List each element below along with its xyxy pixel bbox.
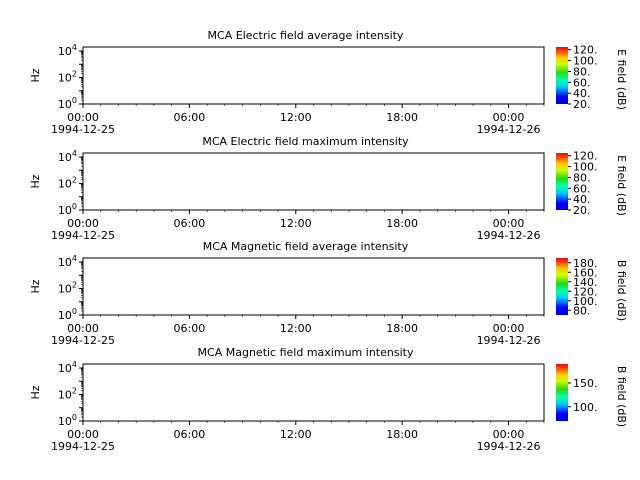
spectrogram-panel: MCA Magnetic field average intensity 100 1… — [29, 240, 628, 347]
panel-title: MCA Electric field average intensity — [208, 29, 404, 42]
x-tick-label: 00:00 — [493, 428, 525, 441]
y-tick-label: 100 — [58, 202, 77, 217]
x-tick-label: 06:00 — [174, 322, 206, 335]
colorbar-tick-label: 60. — [573, 182, 591, 195]
x-date-label: 1994-12-26 — [477, 334, 541, 347]
y-tick-label: 100 — [58, 96, 77, 111]
colorbar-tick-label: 100. — [573, 401, 598, 414]
panel-title: MCA Electric field maximum intensity — [202, 135, 409, 148]
x-tick-label: 00:00 — [493, 217, 525, 230]
colorbar-tick-label: 180. — [573, 257, 598, 270]
colorbar-tick-label: 100. — [573, 295, 598, 308]
colorbar-tick-label: 40. — [573, 87, 591, 100]
colorbar-tick-label: 160. — [573, 266, 598, 279]
y-tick-label: 102 — [58, 69, 77, 84]
plot-frame — [82, 257, 545, 316]
y-tick-label: 100 — [58, 307, 77, 322]
panel-title: MCA Magnetic field average intensity — [203, 240, 409, 253]
x-tick-label: 12:00 — [280, 111, 312, 124]
spectrogram-panel: MCA Electric field maximum intensity 100 1… — [29, 135, 628, 242]
plot-frame — [82, 46, 545, 105]
x-tick-label: 00:00 — [67, 428, 99, 441]
y-tick-label: 102 — [58, 280, 77, 295]
y-axis-label: Hz — [29, 385, 42, 399]
colorbar-tick-label: 20. — [573, 204, 591, 217]
y-axis-label: Hz — [29, 68, 42, 82]
colorbar-tick-label: 60. — [573, 76, 591, 89]
x-tick-label: 18:00 — [386, 428, 418, 441]
x-tick-label: 18:00 — [386, 217, 418, 230]
colorbar-tick-label: 40. — [573, 193, 591, 206]
colorbar — [556, 364, 568, 421]
y-tick-label: 102 — [58, 175, 77, 190]
x-date-label: 1994-12-26 — [477, 440, 541, 453]
y-tick-label: 104 — [58, 43, 77, 58]
colorbar-label: E field (dB) — [615, 155, 628, 216]
colorbar-tick-label: 80. — [573, 304, 591, 317]
colorbar — [556, 47, 568, 104]
colorbar — [556, 153, 568, 210]
x-tick-label: 06:00 — [174, 217, 206, 230]
x-tick-label: 18:00 — [386, 322, 418, 335]
y-axis-label: Hz — [29, 279, 42, 293]
plot-frame — [82, 152, 545, 211]
x-tick-label: 00:00 — [493, 111, 525, 124]
colorbar-tick-label: 80. — [573, 171, 591, 184]
colorbar-tick-label: 140. — [573, 276, 598, 289]
x-date-label: 1994-12-25 — [51, 123, 115, 136]
colorbar-tick-label: 100. — [573, 161, 598, 174]
x-date-label: 1994-12-26 — [477, 229, 541, 242]
panel-title: MCA Magnetic field maximum intensity — [198, 346, 414, 359]
x-date-label: 1994-12-26 — [477, 123, 541, 136]
x-tick-label: 06:00 — [174, 428, 206, 441]
panels: MCA Electric field average intensity 100 1… — [29, 29, 628, 453]
colorbar — [556, 258, 568, 315]
x-tick-label: 00:00 — [67, 111, 99, 124]
x-date-label: 1994-12-25 — [51, 229, 115, 242]
colorbar-label: E field (dB) — [615, 49, 628, 110]
x-tick-label: 00:00 — [67, 322, 99, 335]
x-tick-label: 06:00 — [174, 111, 206, 124]
x-tick-label: 18:00 — [386, 111, 418, 124]
spectrogram-panel: MCA Electric field average intensity 100 1… — [29, 29, 628, 136]
colorbar-tick-label: 120. — [573, 44, 598, 57]
colorbar-tick-label: 120. — [573, 150, 598, 163]
x-tick-label: 00:00 — [493, 322, 525, 335]
spectrogram-panel: MCA Magnetic field maximum intensity 100 1… — [29, 346, 628, 453]
y-tick-label: 104 — [58, 254, 77, 269]
x-tick-label: 12:00 — [280, 428, 312, 441]
x-tick-label: 00:00 — [67, 217, 99, 230]
colorbar-label: B field (dB) — [615, 260, 628, 321]
y-tick-label: 100 — [58, 413, 77, 428]
plot-frame — [82, 363, 545, 422]
y-tick-label: 104 — [58, 149, 77, 164]
y-axis-label: Hz — [29, 174, 42, 188]
x-date-label: 1994-12-25 — [51, 334, 115, 347]
y-tick-label: 102 — [58, 386, 77, 401]
colorbar-tick-label: 20. — [573, 98, 591, 111]
colorbar-tick-label: 100. — [573, 55, 598, 68]
colorbar-tick-label: 150. — [573, 377, 598, 390]
y-tick-label: 104 — [58, 360, 77, 375]
x-tick-label: 12:00 — [280, 217, 312, 230]
x-tick-label: 12:00 — [280, 322, 312, 335]
x-date-label: 1994-12-25 — [51, 440, 115, 453]
colorbar-tick-label: 80. — [573, 65, 591, 78]
colorbar-label: B field (dB) — [615, 366, 628, 427]
colorbar-tick-label: 120. — [573, 285, 598, 298]
